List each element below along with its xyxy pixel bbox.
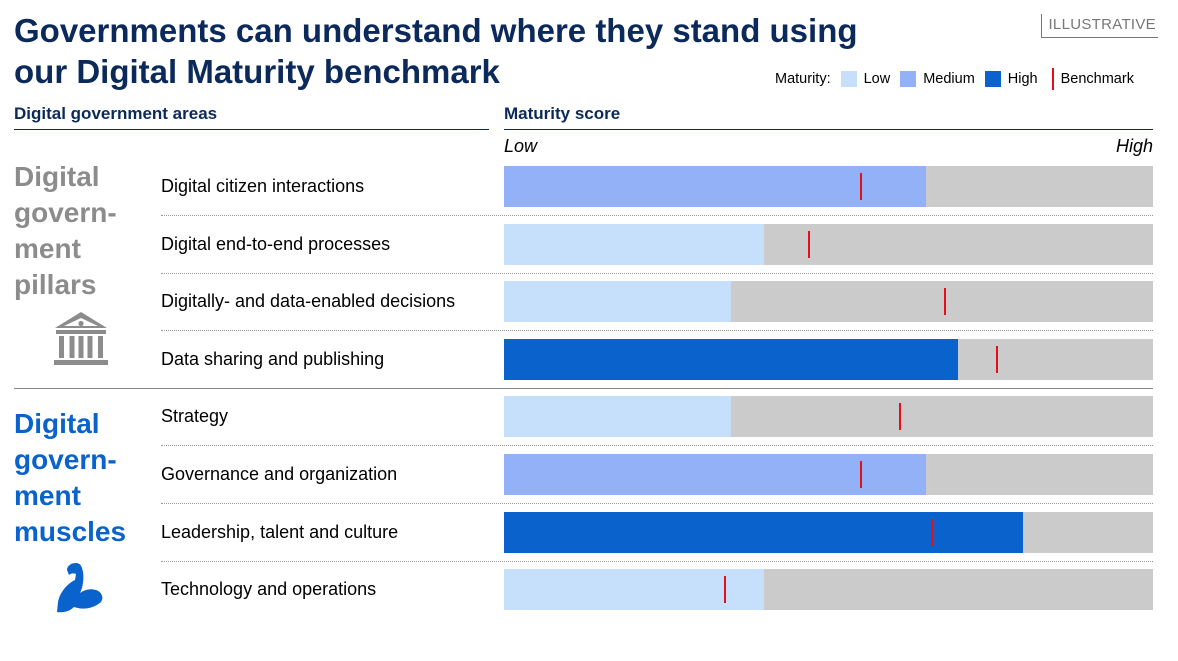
row-divider — [161, 273, 1153, 274]
maturity-bar — [504, 396, 732, 437]
group-label-pillars: Digital govern- ment pillars — [14, 159, 117, 303]
bar-track — [504, 166, 1153, 207]
maturity-bar — [504, 166, 926, 207]
government-building-icon — [54, 312, 108, 365]
pillars-line-4: pillars — [14, 269, 97, 300]
bar-track — [504, 224, 1153, 265]
flexed-bicep-icon — [57, 563, 103, 613]
maturity-bar — [504, 339, 959, 380]
maturity-bar — [504, 512, 1024, 553]
maturity-bar — [504, 569, 764, 610]
maturity-bar — [504, 454, 926, 495]
pillars-line-1: Digital — [14, 161, 100, 192]
benchmark-marker — [859, 461, 862, 488]
benchmark-marker — [944, 288, 947, 315]
legend-benchmark-marker — [1051, 68, 1054, 90]
page-title: Governments can understand where they st… — [14, 10, 858, 92]
row-divider — [161, 561, 1153, 562]
muscles-line-1: Digital — [14, 408, 100, 439]
bar-track — [504, 512, 1153, 553]
areas-column-header: Digital government areas — [14, 104, 218, 123]
scale-low-label: Low — [504, 136, 538, 156]
muscles-line-2: govern- — [14, 444, 117, 475]
legend-high-label: High — [1007, 71, 1038, 87]
row-label: Leadership, talent and culture — [161, 522, 399, 542]
illustrative-tag: ILLUSTRATIVE — [1041, 14, 1158, 38]
scale-high-label: High — [1115, 136, 1153, 156]
muscles-line-4: muscles — [14, 516, 127, 547]
bar-track — [504, 454, 1153, 495]
bar-track — [504, 339, 1153, 380]
title-line-2: our Digital Maturity benchmark — [14, 53, 500, 90]
maturity-bar — [504, 224, 764, 265]
benchmark-marker — [996, 346, 999, 373]
row-divider — [161, 215, 1153, 216]
legend-low-swatch — [840, 71, 857, 87]
score-column-header: Maturity score — [504, 104, 621, 123]
bar-track — [504, 396, 1153, 437]
row-divider — [161, 503, 1153, 504]
row-label: Digitally- and data-enabled decisions — [161, 291, 456, 311]
pillars-line-2: govern- — [14, 197, 117, 228]
row-label: Technology and operations — [161, 579, 377, 599]
legend-medium-swatch — [900, 71, 917, 87]
row-label: Digital citizen interactions — [161, 176, 365, 196]
muscles-line-3: ment — [14, 480, 81, 511]
bar-track — [504, 281, 1153, 322]
benchmark-marker — [859, 173, 862, 200]
row-divider — [161, 445, 1153, 446]
row-label: Strategy — [161, 406, 229, 426]
row-label: Digital end-to-end processes — [161, 234, 391, 254]
score-header-rule — [504, 129, 1153, 130]
benchmark-marker — [723, 576, 726, 603]
legend-benchmark-label: Benchmark — [1060, 71, 1134, 87]
benchmark-marker — [898, 403, 901, 430]
areas-header-rule — [14, 129, 489, 130]
pillars-line-3: ment — [14, 233, 81, 264]
legend-low-label: Low — [863, 71, 891, 87]
legend-high-swatch — [984, 71, 1001, 87]
legend-medium-label: Medium — [923, 71, 975, 87]
row-label: Data sharing and publishing — [161, 349, 385, 369]
bar-track — [504, 569, 1153, 610]
legend-prefix: Maturity: — [775, 71, 831, 87]
benchmark-marker — [808, 231, 811, 258]
benchmark-marker — [931, 519, 934, 546]
title-line-1: Governments can understand where they st… — [14, 12, 858, 49]
row-divider — [161, 330, 1153, 331]
group-separator — [14, 388, 1153, 389]
group-label-muscles: Digital govern- ment muscles — [14, 406, 126, 550]
legend: Maturity: Low Medium High Benchmark — [775, 68, 1134, 90]
maturity-bar — [504, 281, 732, 322]
row-label: Governance and organization — [161, 464, 398, 484]
